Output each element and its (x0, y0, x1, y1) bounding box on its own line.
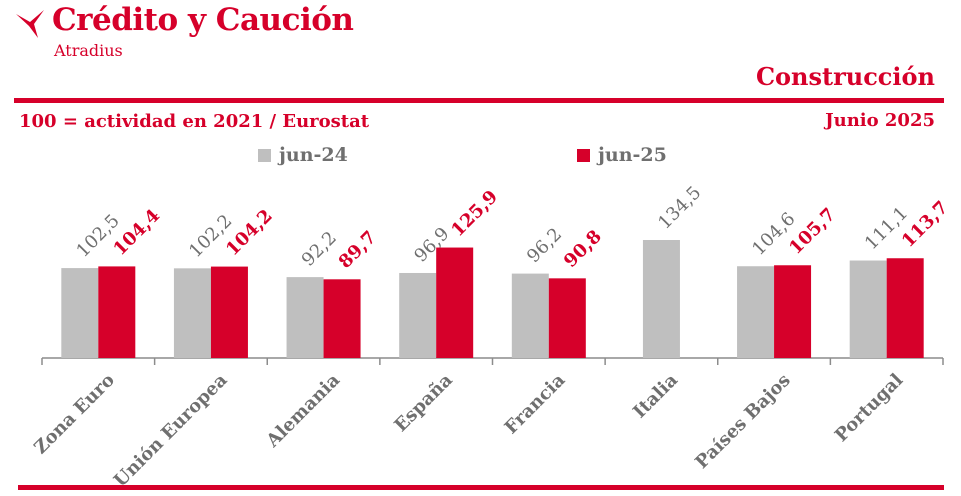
category-label: Portugal (831, 370, 908, 447)
data-label-jun-25: 104,2 (222, 205, 277, 260)
data-label-jun-25: 125,9 (447, 186, 502, 241)
data-label-jun-25: 105,7 (785, 204, 840, 259)
data-label-jun-24: 102,2 (185, 211, 236, 262)
report-date: Junio 2025 (825, 110, 935, 131)
bar-jun-25 (774, 265, 812, 358)
legend-label-jun-25: jun-25 (598, 144, 667, 166)
bar-jun-25 (548, 278, 586, 358)
data-label-jun-24: 134,5 (654, 182, 705, 233)
category-label: Francia (501, 370, 570, 439)
category-label: Unión Europea (110, 370, 232, 492)
chart-title: Construcción (755, 62, 935, 91)
bar-jun-25 (323, 279, 361, 358)
legend-item-jun-25: jun-25 (577, 144, 667, 166)
bar-jun-25 (886, 258, 924, 358)
brand-name: Crédito y Caución (52, 2, 354, 38)
data-label-jun-25: 113,7 (898, 197, 953, 252)
atradius-bird-icon (16, 10, 44, 38)
bar-jun-25 (210, 266, 248, 358)
data-label-jun-24: 92,2 (298, 227, 341, 270)
category-label: Italia (629, 370, 682, 423)
legend-swatch-jun-25 (577, 148, 590, 162)
bar-jun-24 (61, 268, 99, 358)
legend-label-jun-24: jun-24 (279, 144, 348, 166)
legend-item-jun-24: jun-24 (258, 144, 348, 166)
brand-subtitle: Atradius (54, 41, 123, 60)
category-label: Zona Euro (30, 370, 119, 459)
data-label-jun-25: 89,7 (335, 227, 381, 273)
data-label-jun-24: 96,2 (523, 224, 566, 267)
bottom-divider (18, 485, 944, 490)
bar-jun-25 (98, 266, 136, 358)
category-label: Países Bajos (691, 370, 794, 473)
chart-subtitle: 100 = actividad en 2021 / Eurostat (19, 111, 370, 132)
bar-jun-24 (511, 273, 549, 358)
bar-jun-24 (642, 240, 680, 358)
data-label-jun-25: 90,8 (560, 226, 606, 272)
bar-jun-25 (436, 247, 474, 358)
legend-swatch-jun-24 (258, 148, 271, 162)
data-label-jun-24: 104,6 (748, 208, 799, 259)
data-label-jun-24: 111,1 (861, 203, 912, 254)
bar-jun-24 (849, 260, 887, 358)
bar-jun-24 (399, 272, 437, 358)
bar-jun-24 (286, 277, 324, 358)
category-label: Alemania (262, 370, 345, 453)
bar-jun-24 (173, 268, 211, 358)
data-label-jun-25: 104,4 (109, 205, 164, 260)
top-divider (14, 98, 944, 103)
category-label: España (390, 370, 457, 437)
bar-jun-24 (737, 266, 775, 358)
data-label-jun-24: 102,5 (72, 210, 123, 261)
